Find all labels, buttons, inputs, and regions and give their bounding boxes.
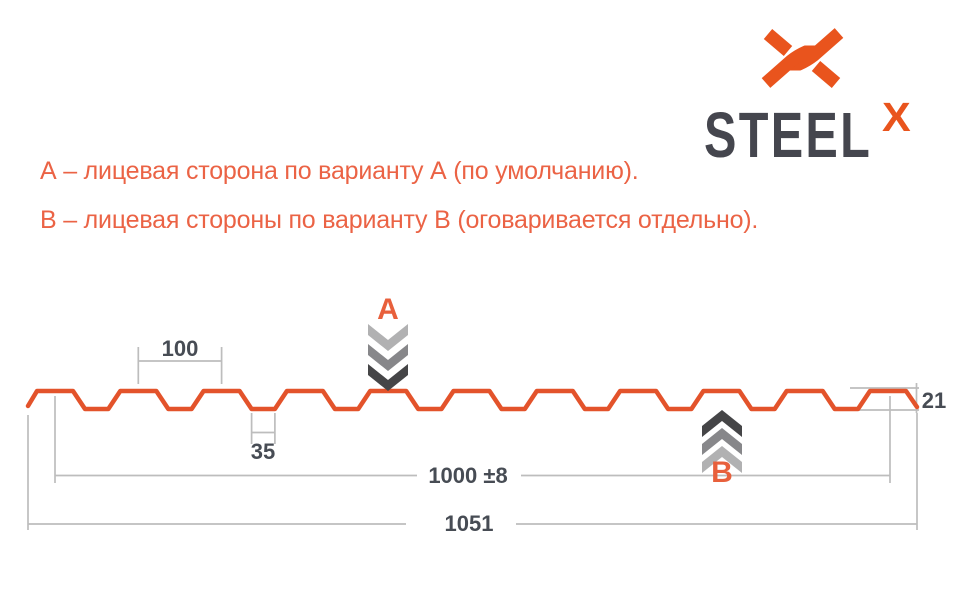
steelx-x-icon bbox=[761, 28, 844, 88]
side-b-marker: В bbox=[702, 410, 742, 489]
dim-pitch-label: 100 bbox=[162, 336, 199, 361]
dim-cover-width: 1000 ±8 bbox=[54, 396, 891, 488]
side-b-letter: В bbox=[711, 456, 733, 489]
chevron-up-icon bbox=[702, 428, 742, 455]
dim-pitch: 100 bbox=[137, 336, 223, 384]
note-line-b: В – лицевая стороны по варианту В (огова… bbox=[40, 206, 759, 234]
dim-trough-label: 35 bbox=[251, 439, 275, 464]
side-a-letter: А bbox=[377, 293, 399, 326]
dim-trough: 35 bbox=[250, 413, 276, 464]
chevron-up-icon bbox=[702, 446, 742, 473]
dim-height-label: 21 bbox=[922, 388, 946, 413]
x-arm-bottom-right bbox=[811, 61, 841, 88]
logo-superscript-x: X bbox=[882, 94, 911, 140]
dim-overall-width: 1051 bbox=[27, 413, 918, 536]
dim-cover-width-label: 1000 ±8 bbox=[428, 463, 507, 488]
x-ribbon-lower bbox=[761, 45, 815, 88]
x-icon-strokes bbox=[761, 28, 844, 88]
note-line-a: А – лицевая сторона по варианту А (по ум… bbox=[40, 157, 639, 185]
dim-height: 21 bbox=[850, 383, 946, 413]
chevron-up-icon bbox=[702, 410, 742, 437]
x-arm-top-left bbox=[763, 29, 793, 56]
profile-outline bbox=[25, 388, 920, 412]
chevron-down-icon bbox=[368, 344, 408, 371]
logo-wordmark: STEEL bbox=[704, 99, 873, 171]
side-a-marker: А bbox=[368, 293, 408, 391]
dim-overall-width-label: 1051 bbox=[445, 511, 494, 536]
chevron-down-icon bbox=[368, 364, 408, 391]
chevron-down-icon bbox=[368, 324, 408, 351]
